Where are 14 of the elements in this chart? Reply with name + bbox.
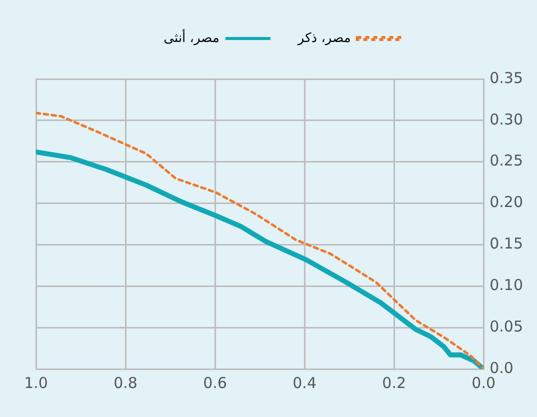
x-tick-label: 0.8: [114, 374, 138, 392]
x-tick-label: 0.4: [292, 374, 316, 392]
x-tick-label: 0.2: [382, 374, 406, 392]
y-tick-label: 0.05: [490, 317, 524, 336]
legend-label: مصر، أنثى: [164, 28, 220, 46]
x-tick-label: 0.6: [203, 374, 227, 392]
x-tick-label: 1.0: [24, 374, 48, 392]
y-tick-label: 0.10: [490, 276, 524, 294]
legend-label: مصر، ذكر: [296, 30, 351, 46]
y-tick-label: 0.15: [490, 234, 524, 253]
y-tick-label: 0.20: [490, 193, 524, 212]
y-tick-label: 0.30: [490, 110, 524, 128]
y-tick-label: 0.25: [490, 152, 524, 170]
y-tick-label: 0.35: [490, 68, 524, 87]
